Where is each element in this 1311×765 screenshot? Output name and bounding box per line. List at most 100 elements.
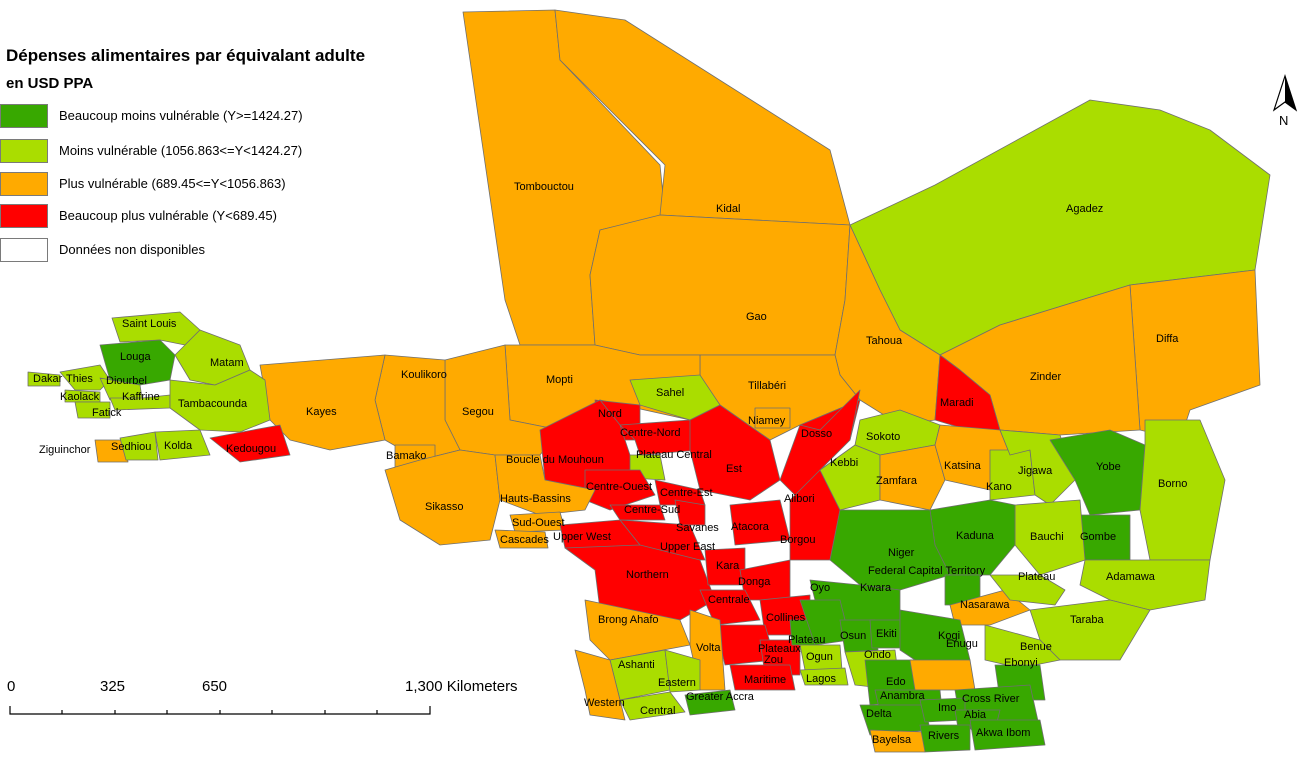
region-label-sokoto: Sokoto <box>866 431 900 443</box>
region-label-kaduna: Kaduna <box>956 530 995 542</box>
region-label-oyo: Oyo <box>810 582 830 594</box>
region-label-plateau: Plateau <box>1018 571 1055 583</box>
region-label-tahoua: Tahoua <box>866 335 903 347</box>
scale-label-0: 0 <box>7 678 16 695</box>
region-label-ziguinchor: Ziguinchor <box>39 444 91 456</box>
region-label-louga: Louga <box>120 351 151 363</box>
region-label-nord: Nord <box>598 408 622 420</box>
region-northern <box>564 544 716 621</box>
region-label-kogi: Kogi <box>938 630 960 642</box>
region-label-brong-ahafo: Brong Ahafo <box>598 614 659 626</box>
region-label-donga: Donga <box>738 576 771 588</box>
region-label-koulikoro: Koulikoro <box>401 369 447 381</box>
region-label-centrale: Centrale <box>708 594 750 606</box>
region-label-kolda: Kolda <box>164 440 193 452</box>
region-label-imo: Imo <box>938 702 956 714</box>
region-label-cross-river: Cross River <box>962 693 1020 705</box>
region-label-maradi: Maradi <box>940 397 974 409</box>
region-adamawa <box>1079 559 1211 611</box>
region-label-western: Western <box>584 697 625 709</box>
region-rivers <box>919 724 971 753</box>
legend-label: Beaucoup plus vulnérable (Y<689.45) <box>59 208 277 223</box>
region-shapes <box>27 9 1271 753</box>
region-label-zou: Zou <box>764 654 783 666</box>
region-gao <box>589 214 851 356</box>
region-label-kara: Kara <box>716 560 740 572</box>
region-label-agadez: Agadez <box>1066 203 1103 215</box>
region-maritime <box>729 664 796 691</box>
region-label-adamawa: Adamawa <box>1106 571 1156 583</box>
legend-label: Beaucoup moins vulnérable (Y>=1424.27) <box>59 108 303 123</box>
region-dakar <box>27 371 61 387</box>
region-lagos <box>799 667 849 686</box>
region-label-yobe: Yobe <box>1096 461 1121 473</box>
region-label-zinder: Zinder <box>1030 371 1062 383</box>
region-label-katsina: Katsina <box>944 460 982 472</box>
region-ziguinchor <box>94 439 129 463</box>
region-label-atacora: Atacora <box>731 521 770 533</box>
north-label: N <box>1279 113 1288 128</box>
legend-swatch <box>0 104 48 128</box>
region-est <box>689 404 781 501</box>
region-label-dakar: Dakar <box>33 373 63 385</box>
region-label-federal-capital-territory: Federal Capital Territory <box>868 565 986 577</box>
region-plateau <box>989 574 1066 606</box>
region-label-kaolack: Kaolack <box>60 391 100 403</box>
region-label-taraba: Taraba <box>1070 614 1105 626</box>
region-label-saint-louis: Saint Louis <box>122 318 177 330</box>
region-label-jigawa: Jigawa <box>1018 465 1053 477</box>
scale-label-325: 325 <box>100 678 126 695</box>
region-labels: Tombouctou Kidal Gao Agadez Tahoua Diffa Zinde… <box>33 181 1187 746</box>
region-label-tambacounda: Tambacounda <box>178 398 248 410</box>
region-kedougou <box>209 424 291 463</box>
region-label-centre-sud: Centre-Sud <box>624 504 680 516</box>
region-label-thies: Thies <box>66 373 93 385</box>
region-label-nasarawa: Nasarawa <box>960 599 1010 611</box>
region-label-plateau-central: Plateau Central <box>636 449 712 461</box>
region-sedhiou <box>119 431 159 461</box>
region-label-hauts-bassins: Hauts-Bassins <box>500 493 571 505</box>
legend-label: Plus vulnérable (689.45<=Y<1056.863) <box>59 176 286 191</box>
region-label-centre-nord: Centre-Nord <box>620 427 681 439</box>
region-fatick <box>74 401 111 419</box>
region-label-borno: Borno <box>1158 478 1187 490</box>
region-kolda <box>154 429 211 461</box>
scale-label-1300: 1,300 Kilometers <box>405 678 518 695</box>
region-label-enugu: Enugu <box>946 638 978 650</box>
region-label-ogun: Ogun <box>806 651 833 663</box>
region-label-sahel: Sahel <box>656 387 684 399</box>
legend-title: Dépenses alimentaires par équivalant adu… <box>6 46 366 65</box>
region-label-gao: Gao <box>746 311 767 323</box>
legend-label: Moins vulnérable (1056.863<=Y<1424.27) <box>59 143 303 158</box>
region-label-bauchi: Bauchi <box>1030 531 1064 543</box>
region-label-plateau: Plateau <box>788 634 825 646</box>
legend-label: Données non disponibles <box>59 242 205 257</box>
legend-swatch <box>0 238 48 262</box>
region-label-kidal: Kidal <box>716 203 740 215</box>
region-niamey <box>754 407 791 429</box>
region-label-collines: Collines <box>766 612 806 624</box>
region-label-plateaux: Plateaux <box>758 643 801 655</box>
scale-bar <box>9 706 431 715</box>
region-label-niamey: Niamey <box>748 415 786 427</box>
region-label-upper-east: Upper East <box>660 541 715 553</box>
region-diffa <box>1129 269 1261 441</box>
region-label-upper-west: Upper West <box>553 531 611 543</box>
region-label-diffa: Diffa <box>1156 333 1179 345</box>
region-label-tombouctou: Tombouctou <box>514 181 574 193</box>
region-label-centre-est: Centre-Est <box>660 487 713 499</box>
legend-swatch <box>0 204 48 228</box>
region-label-central: Central <box>640 705 675 717</box>
region-label-borgou: Borgou <box>780 534 815 546</box>
region-label-benue: Benue <box>1020 641 1052 653</box>
region-label-sedhiou: Sedhiou <box>111 441 151 453</box>
region-label-ondo: Ondo <box>864 649 891 661</box>
region-centrale <box>699 589 761 626</box>
region-label-rivers: Rivers <box>928 730 960 742</box>
region-label-anambra: Anambra <box>880 690 926 702</box>
region-label-ashanti: Ashanti <box>618 659 655 671</box>
region-tambacounda <box>169 369 271 433</box>
region-matam <box>174 329 251 386</box>
region-label-edo: Edo <box>886 676 906 688</box>
region-cascades <box>494 529 549 549</box>
